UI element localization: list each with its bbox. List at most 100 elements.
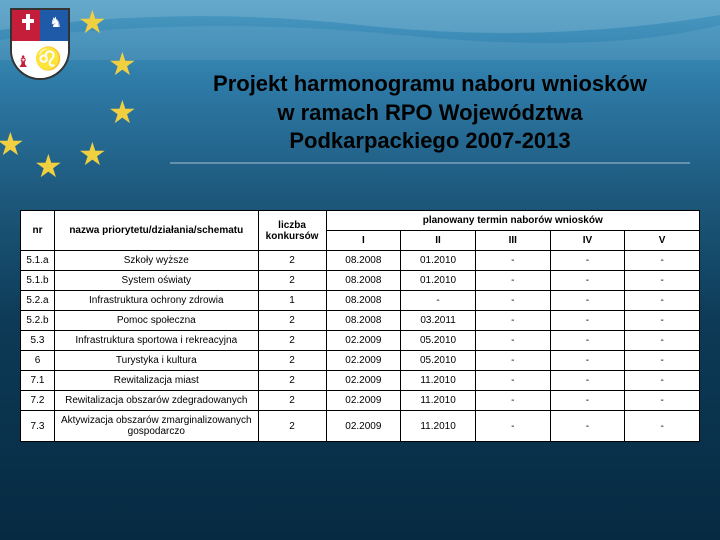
table-cell: - (550, 331, 625, 351)
table-cell: - (550, 411, 625, 442)
table-cell: 5.2.a (21, 291, 55, 311)
table-cell: Infrastruktura ochrony zdrowia (54, 291, 258, 311)
schedule-table-wrap: nr nazwa priorytetu/działania/schematu l… (20, 210, 700, 442)
table-row: 7.2Rewitalizacja obszarów zdegradowanych… (21, 391, 700, 411)
table-cell: 03.2011 (401, 311, 476, 331)
table-cell: - (625, 351, 700, 371)
title-line: Podkarpackiego 2007-2013 (289, 128, 570, 153)
table-cell: - (401, 291, 476, 311)
table-cell: - (475, 311, 550, 331)
table-cell: 02.2009 (326, 351, 401, 371)
col-header-roman: II (401, 231, 476, 251)
table-cell: Infrastruktura sportowa i rekreacyjna (54, 331, 258, 351)
table-cell: - (475, 331, 550, 351)
table-cell: 7.3 (21, 411, 55, 442)
col-header-nr: nr (21, 211, 55, 251)
table-cell: - (625, 251, 700, 271)
table-cell: 02.2009 (326, 331, 401, 351)
table-cell: - (475, 351, 550, 371)
decorative-wave (0, 0, 720, 60)
col-header-liczba: liczba konkursów (258, 211, 326, 251)
table-row: 5.1.aSzkoły wyższe208.200801.2010--- (21, 251, 700, 271)
table-cell: - (475, 251, 550, 271)
table-cell: 2 (258, 251, 326, 271)
table-cell: 11.2010 (401, 391, 476, 411)
col-header-roman: V (625, 231, 700, 251)
table-cell: 7.1 (21, 371, 55, 391)
table-cell: Pomoc społeczna (54, 311, 258, 331)
table-cell: 7.2 (21, 391, 55, 411)
table-cell: 08.2008 (326, 291, 401, 311)
table-cell: 2 (258, 391, 326, 411)
col-header-roman: IV (550, 231, 625, 251)
table-cell: - (475, 391, 550, 411)
table-cell: 02.2009 (326, 371, 401, 391)
table-cell: - (550, 371, 625, 391)
table-cell: 02.2009 (326, 391, 401, 411)
table-cell: - (475, 411, 550, 442)
title-line: Projekt harmonogramu naboru wniosków (213, 71, 647, 96)
table-cell: Szkoły wyższe (54, 251, 258, 271)
table-cell: 5.1.b (21, 271, 55, 291)
col-header-roman: I (326, 231, 401, 251)
title-line: w ramach RPO Województwa (277, 100, 582, 125)
table-cell: 11.2010 (401, 371, 476, 391)
table-cell: - (550, 271, 625, 291)
table-cell: - (625, 291, 700, 311)
table-cell: 11.2010 (401, 411, 476, 442)
table-cell: - (625, 371, 700, 391)
table-cell: 08.2008 (326, 311, 401, 331)
table-cell: 5.3 (21, 331, 55, 351)
table-cell: - (550, 251, 625, 271)
table-row: 5.3Infrastruktura sportowa i rekreacyjna… (21, 331, 700, 351)
table-row: 6Turystyka i kultura202.200905.2010--- (21, 351, 700, 371)
table-cell: - (625, 331, 700, 351)
table-cell: - (550, 391, 625, 411)
table-cell: - (550, 291, 625, 311)
table-cell: 2 (258, 331, 326, 351)
table-row: 7.1Rewitalizacja miast202.200911.2010--- (21, 371, 700, 391)
table-cell: - (475, 371, 550, 391)
table-cell: - (625, 271, 700, 291)
table-cell: Turystyka i kultura (54, 351, 258, 371)
table-cell: 08.2008 (326, 271, 401, 291)
col-header-roman: III (475, 231, 550, 251)
table-cell: 08.2008 (326, 251, 401, 271)
table-cell: - (625, 391, 700, 411)
table-cell: 2 (258, 311, 326, 331)
table-header-row: nr nazwa priorytetu/działania/schematu l… (21, 211, 700, 231)
table-cell: Rewitalizacja obszarów zdegradowanych (54, 391, 258, 411)
table-row: 5.2.bPomoc społeczna208.200803.2011--- (21, 311, 700, 331)
table-cell: 5.2.b (21, 311, 55, 331)
schedule-table: nr nazwa priorytetu/działania/schematu l… (20, 210, 700, 442)
table-row: 7.3Aktywizacja obszarów zmarginalizowany… (21, 411, 700, 442)
table-cell: 2 (258, 351, 326, 371)
table-cell: 02.2009 (326, 411, 401, 442)
table-cell: 2 (258, 271, 326, 291)
table-row: 5.1.bSystem oświaty208.200801.2010--- (21, 271, 700, 291)
table-row: 5.2.aInfrastruktura ochrony zdrowia108.2… (21, 291, 700, 311)
table-cell: 1 (258, 291, 326, 311)
table-cell: 05.2010 (401, 351, 476, 371)
col-header-plan: planowany termin naborów wniosków (326, 211, 699, 231)
col-header-nazwa: nazwa priorytetu/działania/schematu (54, 211, 258, 251)
table-cell: 01.2010 (401, 251, 476, 271)
table-cell: - (475, 271, 550, 291)
table-cell: 5.1.a (21, 251, 55, 271)
table-cell: 2 (258, 411, 326, 442)
page-title: Projekt harmonogramu naboru wniosków w r… (170, 70, 690, 164)
table-cell: 6 (21, 351, 55, 371)
table-cell: System oświaty (54, 271, 258, 291)
table-cell: - (625, 311, 700, 331)
coat-of-arms-icon: ♞ ♝ ♌ (10, 8, 70, 80)
table-cell: - (625, 411, 700, 442)
table-cell: 2 (258, 371, 326, 391)
table-cell: - (475, 291, 550, 311)
table-cell: Rewitalizacja miast (54, 371, 258, 391)
table-cell: 05.2010 (401, 331, 476, 351)
table-cell: - (550, 311, 625, 331)
table-cell: 01.2010 (401, 271, 476, 291)
title-underline (170, 162, 690, 164)
table-cell: - (550, 351, 625, 371)
table-cell: Aktywizacja obszarów zmarginalizowanych … (54, 411, 258, 442)
